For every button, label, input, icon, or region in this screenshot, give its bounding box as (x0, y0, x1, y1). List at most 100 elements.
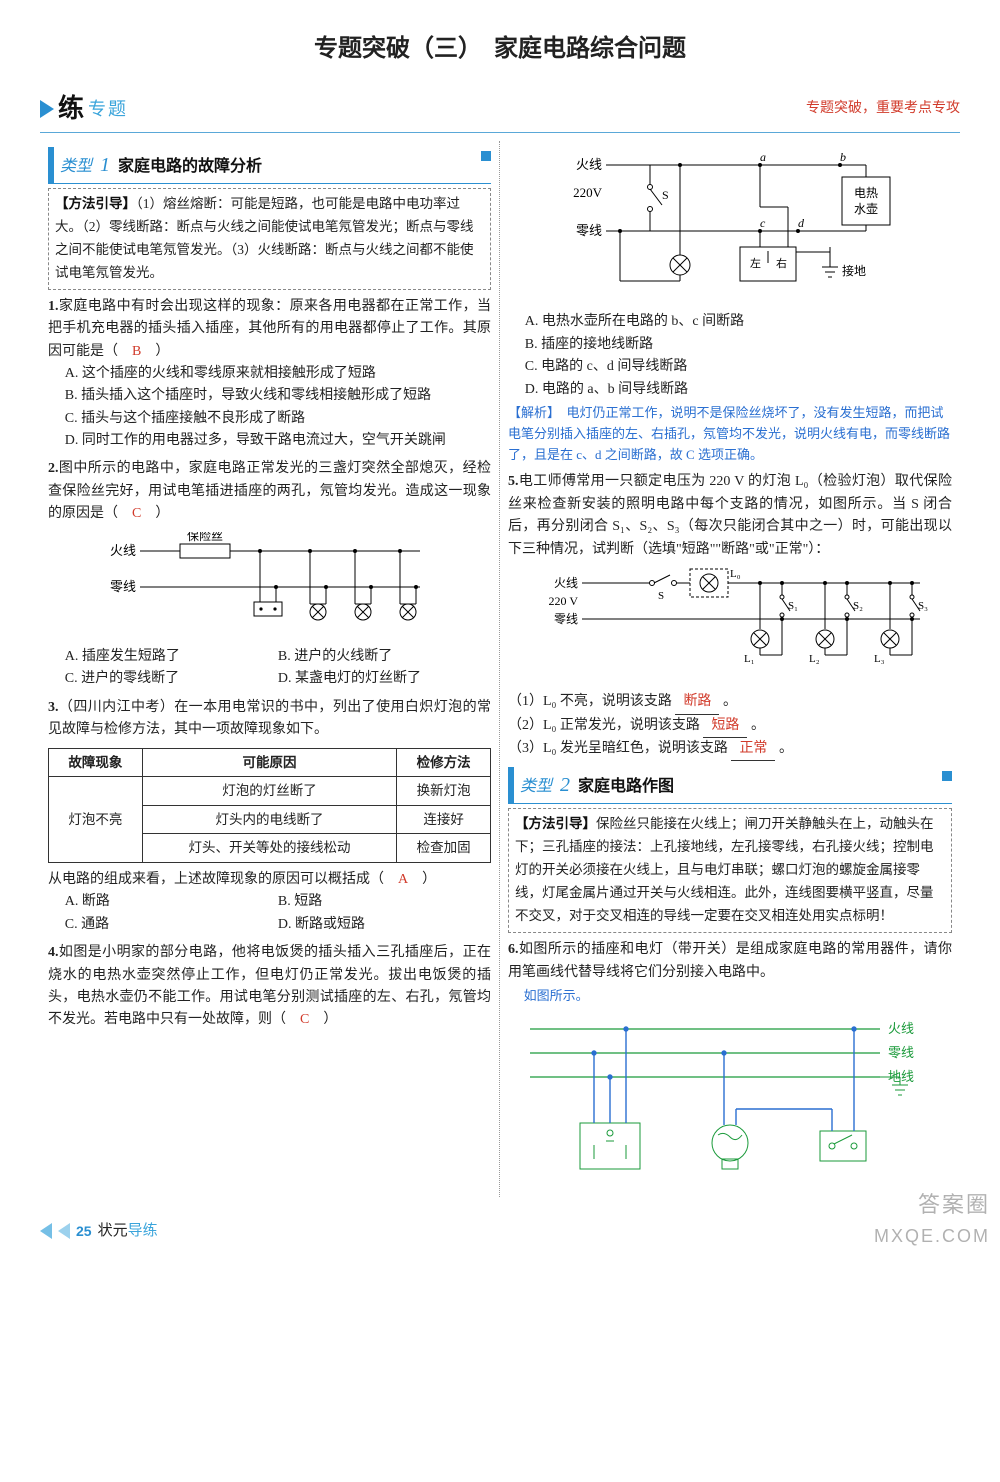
q5-lingxian: 零线 (554, 612, 578, 626)
q3-optA: A. 断路 (65, 891, 278, 913)
type2-header: 类型 2 家庭电路作图 (508, 767, 952, 804)
q3-th1: 可能原因 (142, 748, 396, 777)
q5-sub3: （3）L₀ 发光呈暗红色，说明该支路 正常 。 (508, 738, 952, 761)
q4-right: 右 (776, 256, 787, 270)
two-column-layout: 类型 1 家庭电路的故障分析 【方法引导】（1）熔丝熔断：可能是短路，也可能是电… (40, 141, 960, 1197)
q5-L3: L₃ (874, 653, 885, 665)
q6-stem: 如图所示的插座和电灯（带开关）是组成家庭电路的常用器件，请你用笔画线代替导线将它… (508, 942, 952, 979)
q4-optB: B. 插座的接地线断路 (525, 334, 952, 356)
q6-num: 6. (508, 942, 519, 957)
q1: 1.家庭电路中有时会出现这样的现象：原来各用电器都在正常工作，当把手机充电器的插… (48, 296, 491, 453)
q3-post-text: 从电路的组成来看，上述故障现象的原因可以概括成（ (48, 872, 398, 887)
q5-sub1-b: 。 (723, 694, 737, 709)
q5-v: 220 V (549, 594, 579, 608)
q1-options: A. 这个插座的火线和零线原来就相接触形成了短路 B. 插头插入这个插座时，导致… (48, 363, 491, 453)
q2-lamp1-icon (308, 549, 328, 620)
q3-post: 从电路的组成来看，上述故障现象的原因可以概括成（ A ） (48, 869, 491, 891)
q2-num: 2. (48, 461, 59, 476)
q5-L0: L₀ (730, 568, 741, 580)
q4-a: a (760, 150, 766, 164)
q4-lingxian: 零线 (576, 223, 602, 238)
q5-sub2-ans: 短路 (703, 715, 747, 738)
type1-title: 家庭电路的故障分析 (118, 154, 262, 180)
chevron-icon (40, 1223, 52, 1239)
q5: 5.电工师傅常用一只额定电压为 220 V 的灯泡 L₀（检验灯泡）取代保险丝来… (508, 471, 952, 761)
q4-s: S (662, 188, 669, 202)
type2-title: 家庭电路作图 (578, 774, 674, 800)
q2-stem: 图中所示的电路中，家庭电路正常发光的三盏灯突然全部熄灭，经检查保险丝完好，用试电… (48, 461, 491, 521)
q5-sub3-b: 。 (779, 741, 793, 756)
type1-label: 类型 (60, 154, 92, 180)
footer-brand-a: 状元 (98, 1222, 128, 1239)
q3-after: ） (408, 872, 436, 887)
q4-huoxian: 火线 (576, 157, 602, 172)
q1-optA: A. 这个插座的火线和零线原来就相接触形成了短路 (65, 363, 491, 385)
chevron-icon-2 (58, 1223, 70, 1239)
q3-r2c2: 检查加固 (397, 834, 491, 863)
q2-figure: 保险丝 火线 零线 (48, 532, 491, 640)
q3-r1c2: 连接好 (397, 805, 491, 834)
q4-ground: 接地 (842, 263, 866, 278)
q5-sub3-ans: 正常 (731, 738, 775, 761)
type2-method-box: 【方法引导】保险丝只能接在火线上；闸刀开关静触头在上，动触头在下；三孔插座的接法… (508, 808, 952, 933)
q3-table: 故障现象 可能原因 检修方法 灯泡不亮 灯泡的灯丝断了 换新灯泡 灯头内的电线断… (48, 748, 491, 863)
q2-after: ） (141, 506, 169, 521)
q2-optC: C. 进户的零线断了 (65, 668, 278, 690)
q5-stem: 电工师傅常用一只额定电压为 220 V 的灯泡 L₀（检验灯泡）取代保险丝来检查… (508, 474, 952, 556)
q2-options: A. 插座发生短路了 B. 进户的火线断了 C. 进户的零线断了 D. 某盏电灯… (48, 646, 491, 691)
type2-method-lead: 【方法引导】 (515, 816, 596, 831)
q3-r0c1: 灯泡的灯丝断了 (142, 777, 396, 806)
q4-left: 左 (750, 257, 761, 270)
q2: 2.图中所示的电路中，家庭电路正常发光的三盏灯突然全部熄灭，经检查保险丝完好，用… (48, 458, 491, 690)
q3-r0c2: 换新灯泡 (397, 777, 491, 806)
q3-answer: A (398, 872, 408, 887)
q1-optB: B. 插头插入这个插座时，导致火线和零线相接触形成了短路 (65, 385, 491, 407)
q5-sub2: （2）L₀ 正常发光，说明该支路 短路 。 (508, 715, 952, 738)
q6-figure: 火线 零线 地线 (508, 1013, 952, 1191)
q4-after: ） (309, 1012, 337, 1027)
q5-L2: L₂ (809, 653, 820, 665)
q5-figure: 火线 220 V 零线 S L₀ (508, 567, 952, 685)
q3-stem: （四川内江中考）在一本用电常识的书中，列出了使用白炽灯泡的常见故障与检修方法，其… (48, 700, 491, 737)
q4-box1: 电热 (854, 186, 878, 200)
q4-d: d (798, 216, 805, 230)
q5-sub3-a: （3）L₀ 发光呈暗红色，说明该支路 (508, 741, 728, 756)
q4-b: b (840, 150, 846, 164)
section-tagline: 专题突破，重要考点专攻 (806, 98, 960, 120)
type2-label: 类型 (520, 774, 552, 800)
page-title: 专题突破（三） 家庭电路综合问题 (40, 30, 960, 68)
q1-after: ） (141, 344, 169, 359)
left-column: 类型 1 家庭电路的故障分析 【方法引导】（1）熔丝熔断：可能是短路，也可能是电… (40, 141, 500, 1197)
q5-L1: L₁ (744, 653, 755, 665)
q3-th0: 故障现象 (49, 748, 143, 777)
q6-lingxian: 零线 (888, 1045, 914, 1060)
q2-optA: A. 插座发生短路了 (65, 646, 278, 668)
q2-lamp3-icon (398, 549, 418, 620)
q6-huoxian: 火线 (888, 1021, 914, 1036)
q1-optD: D. 同时工作的用电器过多，导致干路电流过大，空气开关跳闸 (65, 430, 491, 452)
q3-r1c1: 灯头内的电线断了 (142, 805, 396, 834)
q1-answer: B (132, 344, 141, 359)
q4: 4.如图是小明家的部分电路，他将电饭煲的插头插入三孔插座后，正在烧水的电热水壶突… (48, 942, 491, 1032)
lian-label: 练 (58, 88, 84, 130)
footer-brand-b: 导练 (128, 1222, 158, 1239)
type1-header: 类型 1 家庭电路的故障分析 (48, 147, 491, 184)
q3-optD: D. 断路或短路 (278, 914, 491, 936)
q2-fuse-label: 保险丝 (186, 532, 222, 543)
q2-optB: B. 进户的火线断了 (278, 646, 491, 668)
q5-S1: S₁ (788, 600, 798, 612)
q5-huoxian: 火线 (554, 576, 578, 590)
zhuanti-label: 专题 (88, 95, 128, 124)
q3-optB: B. 短路 (278, 891, 491, 913)
q4-optA: A. 电热水壶所在电路的 b、c 间断路 (525, 311, 952, 333)
q4-c: c (760, 216, 766, 230)
q4-optD: D. 电路的 a、b 间导线断路 (525, 379, 952, 401)
page-footer: 25 状元导练 (40, 1219, 158, 1243)
q4-answer: C (300, 1012, 309, 1027)
q2-optD: D. 某盏电灯的灯丝断了 (278, 668, 491, 690)
q2-huoxian-label: 火线 (109, 543, 135, 558)
section-bar-left: 练 专题 (40, 88, 128, 130)
q5-sub1: （1）L₀ 不亮，说明该支路 断路 。 (508, 691, 952, 714)
q2-answer: C (132, 506, 141, 521)
q3-th2: 检修方法 (397, 748, 491, 777)
